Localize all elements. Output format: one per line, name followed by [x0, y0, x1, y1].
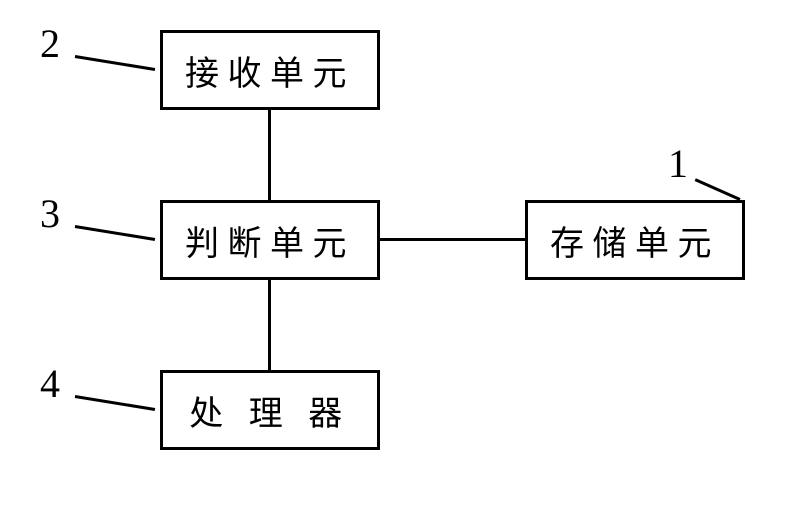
leader-line-judge	[75, 225, 155, 241]
edge-judge-processor	[268, 280, 271, 370]
node-processor: 处 理 器	[160, 370, 380, 450]
node-judge: 判断单元	[160, 200, 380, 280]
node-number-judge: 3	[40, 190, 60, 237]
leader-line-processor	[75, 395, 155, 411]
leader-line-receive	[75, 55, 155, 71]
edge-receive-judge	[268, 110, 271, 200]
node-storage: 存储单元	[525, 200, 745, 280]
node-label-processor: 处 理 器	[189, 386, 351, 435]
node-number-processor: 4	[40, 360, 60, 407]
node-label-storage: 存储单元	[550, 216, 720, 265]
node-receive: 接收单元	[160, 30, 380, 110]
node-number-storage: 1	[668, 140, 688, 187]
node-number-receive: 2	[40, 20, 60, 67]
leader-line-storage	[694, 178, 740, 201]
edge-judge-storage	[380, 238, 525, 241]
node-label-receive: 接收单元	[185, 46, 355, 95]
node-label-judge: 判断单元	[185, 216, 355, 265]
